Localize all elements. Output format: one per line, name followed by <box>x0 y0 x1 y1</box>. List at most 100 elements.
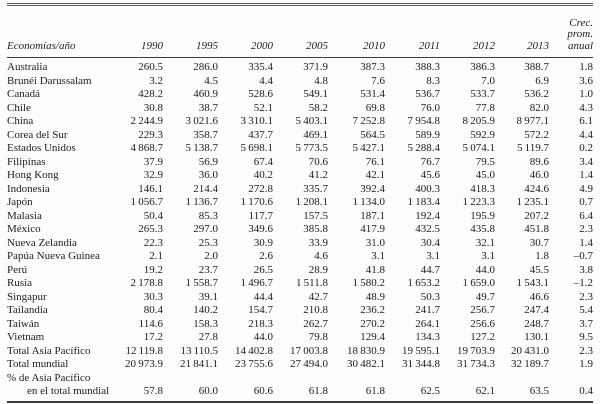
cell-value: 5 138.7 <box>185 142 218 154</box>
cell-value: 40.2 <box>253 169 273 181</box>
row-label: Rusia <box>7 277 33 289</box>
cell-value: 0.4 <box>579 385 593 397</box>
cell-value: 451.8 <box>524 223 549 235</box>
row-label: Papúa Nueva Guinea <box>7 250 100 262</box>
cell-value: 349.6 <box>248 223 273 235</box>
cell-value: 76.1 <box>365 155 385 168</box>
cell-value: 5 773.5 <box>295 142 328 154</box>
cell-value: 27 494.0 <box>290 358 328 370</box>
cell-value: 3.1 <box>481 250 495 262</box>
cell-value: 52.1 <box>253 101 273 114</box>
table-row: Tailandia 80.4 140.2 154.7 210.8 236.2 241.7 25… <box>7 304 593 318</box>
cell-value: 2.6 <box>259 250 273 262</box>
table-row: Estados Unidos 4 868.7 5 138.7 5 698.1 5 773… <box>7 142 593 156</box>
row-label: Estados Unidos <box>7 142 76 154</box>
cell-value: 30.7 <box>529 236 549 249</box>
cell-value: 69.8 <box>365 101 385 114</box>
cell-value: 44.4 <box>253 290 273 303</box>
table-row: Japón 1 056.7 1 136.7 1 170.6 1 208.1 1 134.0… <box>7 196 593 210</box>
cell-value: 1 235.1 <box>516 196 549 208</box>
cell-value: 5 074.1 <box>462 142 495 154</box>
cell-value: 533.7 <box>470 88 495 100</box>
row-label: Total Asia Pacífico <box>7 344 91 357</box>
cell-value: 45.6 <box>420 169 440 181</box>
table-body: Australia 260.5 286.0 335.4 371.9 387.3 388.3 3… <box>7 58 593 402</box>
cell-value: 4.8 <box>314 74 328 87</box>
cell-value: 79.5 <box>475 155 495 168</box>
cell-value: 1 183.4 <box>407 196 440 208</box>
cell-value: 247.4 <box>524 304 549 316</box>
cell-value: 7.0 <box>481 74 495 87</box>
cell-value: 18 830.9 <box>347 344 385 357</box>
economies-by-year-table: Economías/año 1990 1995 2000 2005 2010 2… <box>7 3 593 403</box>
header-year-2013: 2013 <box>495 4 549 58</box>
cell-value: 62.5 <box>420 385 440 397</box>
cell-value: 129.4 <box>360 331 385 343</box>
cell-value: 12 119.8 <box>125 344 163 357</box>
cell-value: 1 223.3 <box>462 196 495 208</box>
cell-value: 48.9 <box>365 290 385 303</box>
cell-value: 2.3 <box>579 290 593 303</box>
cell-value: 56.9 <box>198 155 218 168</box>
cell-value: 388.7 <box>524 61 549 73</box>
cell-value: 146.1 <box>138 182 163 195</box>
cell-value: 4.6 <box>314 250 328 262</box>
cell-value: 1 134.0 <box>352 196 385 208</box>
table-row: Brunéi Darussalam 3.2 4.5 4.4 4.8 7.6 8.3 7.0 6.… <box>7 75 593 89</box>
header-economies-year: Economías/año <box>7 4 112 58</box>
cell-value: 31 344.8 <box>402 358 440 370</box>
cell-value: 435.8 <box>470 223 495 235</box>
table-row: Hong Kong 32.9 36.0 40.2 41.2 42.1 45.6 45.0 46.… <box>7 169 593 183</box>
cell-value: 77.8 <box>475 101 495 114</box>
cell-value: 236.2 <box>360 304 385 316</box>
cell-value: 270.2 <box>360 317 385 330</box>
cell-value: 262.7 <box>303 317 328 330</box>
cell-value: 7 252.8 <box>352 115 385 127</box>
cell-value: 76.0 <box>420 101 440 114</box>
cell-value: 5.4 <box>579 304 593 316</box>
cell-value: 31.0 <box>365 236 385 249</box>
table-row: Malasia 50.4 85.3 117.7 157.5 187.1 192.4 195.9… <box>7 210 593 224</box>
cell-value: 42.7 <box>308 290 328 303</box>
row-label: Singapur <box>7 290 47 303</box>
cell-value: 432.5 <box>415 223 440 235</box>
cell-value: 30.9 <box>253 236 273 249</box>
cell-value: 20 431.0 <box>511 344 549 357</box>
row-label: Brunéi Darussalam <box>7 74 92 87</box>
row-label: Japón <box>7 196 33 208</box>
table-row: Nueva Zelandia 22.3 25.3 30.9 33.9 31.0 30.4 32… <box>7 237 593 251</box>
table-row: Taiwán 114.6 158.3 218.3 262.7 270.2 264.1 256.… <box>7 318 593 332</box>
table-row: Vietnam 17.2 27.8 44.0 79.8 129.4 134.3 127.2 13… <box>7 331 593 345</box>
cell-value: 536.2 <box>524 88 549 100</box>
cell-value: 140.2 <box>193 304 218 316</box>
cell-value: 19 595.1 <box>402 344 440 357</box>
cell-value: 9.5 <box>579 331 593 343</box>
row-label: Indonesia <box>7 182 50 195</box>
row-label: Tailandia <box>7 304 48 316</box>
cell-value: 1 056.7 <box>130 196 163 208</box>
cell-value: 297.0 <box>193 223 218 235</box>
cell-value: 62.1 <box>475 385 495 397</box>
cell-value: 229.3 <box>138 128 163 141</box>
cell-value: 218.3 <box>248 317 273 330</box>
cell-value: 8.3 <box>426 74 440 87</box>
cell-value: 30.8 <box>143 101 163 114</box>
cell-value: 5 288.4 <box>407 142 440 154</box>
table-header: Economías/año 1990 1995 2000 2005 2010 2… <box>7 4 593 58</box>
cell-value: 76.7 <box>420 155 440 168</box>
cell-value: 1 496.7 <box>240 277 273 289</box>
cell-value: 3.1 <box>426 250 440 262</box>
cell-value: 31 734.3 <box>457 358 495 370</box>
cell-value: 4.3 <box>579 101 593 114</box>
cell-value: 1.9 <box>579 358 593 370</box>
cell-value: 57.8 <box>143 385 163 397</box>
cell-value: 424.6 <box>524 182 549 195</box>
cell-value: 386.3 <box>470 61 495 73</box>
cell-value: 0.2 <box>579 142 593 154</box>
cell-value: 70.6 <box>308 155 328 168</box>
cell-value: 45.0 <box>475 169 495 181</box>
cell-value: 265.3 <box>138 223 163 235</box>
cell-value: 1 558.7 <box>185 277 218 289</box>
cell-value: 1 580.2 <box>352 277 385 289</box>
cell-value: –1.2 <box>573 277 593 289</box>
